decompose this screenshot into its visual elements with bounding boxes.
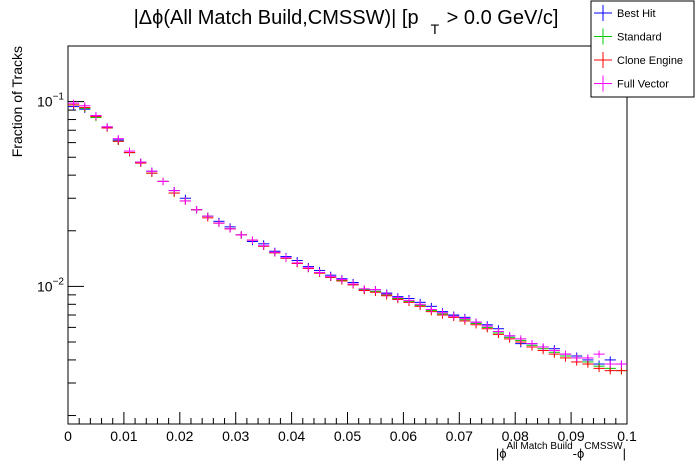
x-tick-label: 0.07 (446, 428, 473, 444)
legend-entry: Standard (594, 28, 662, 45)
x-tick-label: 0.02 (166, 428, 193, 444)
x-axis-ticks (67, 412, 628, 424)
y-axis-ticks (68, 45, 84, 417)
x-tick-label: 0 (64, 428, 72, 444)
x-tick-label: 0.01 (110, 428, 137, 444)
x-axis-tick-labels: 0 0.01 0.02 0.03 0.04 0.05 0.06 0.07 0.08 0.09 0.1 (64, 428, 637, 444)
legend-entry: Best Hit (594, 5, 656, 21)
y-axis-label: Fraction of Tracks (9, 46, 25, 157)
x-axis-label-sup1: All Match Build (507, 441, 573, 452)
series-layer (68, 99, 627, 375)
x-tick-label: 0.05 (334, 428, 361, 444)
series-full-vector (68, 99, 627, 368)
y-axis-tick-labels: 10−1 10−2 (37, 92, 64, 295)
legend-label: Best Hit (617, 8, 656, 20)
chart-title-main: |Δϕ(All Match Build,CMSSW)| [p (134, 7, 419, 29)
legend-entry: Full Vector (594, 75, 669, 92)
legend-label: Clone Engine (617, 55, 683, 67)
x-tick-label: 0.04 (278, 428, 305, 444)
chart-title: |Δϕ(All Match Build,CMSSW)| [p T > 0.0 Ge… (134, 7, 559, 37)
x-tick-label: 0.03 (222, 428, 249, 444)
legend-entry: Clone Engine (594, 52, 683, 68)
legend-label: Full Vector (617, 79, 669, 91)
x-axis-label-sup2: CMSSW (584, 441, 623, 452)
x-tick-label: 0.1 (617, 428, 637, 444)
legend-label: Standard (617, 32, 662, 44)
legend-entries: Best Hit Standard Clone Engine Full Vector (594, 5, 683, 92)
legend-box (590, 0, 695, 98)
chart-title-subscript: T (431, 21, 440, 37)
x-tick-label: 0.09 (557, 428, 584, 444)
x-axis-label-mid: -ϕ (573, 446, 585, 461)
x-axis-label: |ϕAll Match Build-ϕCMSSW| (496, 441, 626, 461)
chart-title-tail: > 0.0 GeV/c] (441, 7, 558, 29)
x-axis-label-close: | (623, 446, 626, 461)
y-tick-label: 10−1 (37, 92, 64, 110)
x-axis-label-open: |ϕ (496, 446, 507, 461)
y-tick-label: 10−2 (37, 276, 64, 294)
x-tick-label: 0.06 (390, 428, 417, 444)
x-tick-label: 0.08 (502, 428, 529, 444)
legend: Best Hit Standard Clone Engine Full Vector (590, 0, 695, 98)
